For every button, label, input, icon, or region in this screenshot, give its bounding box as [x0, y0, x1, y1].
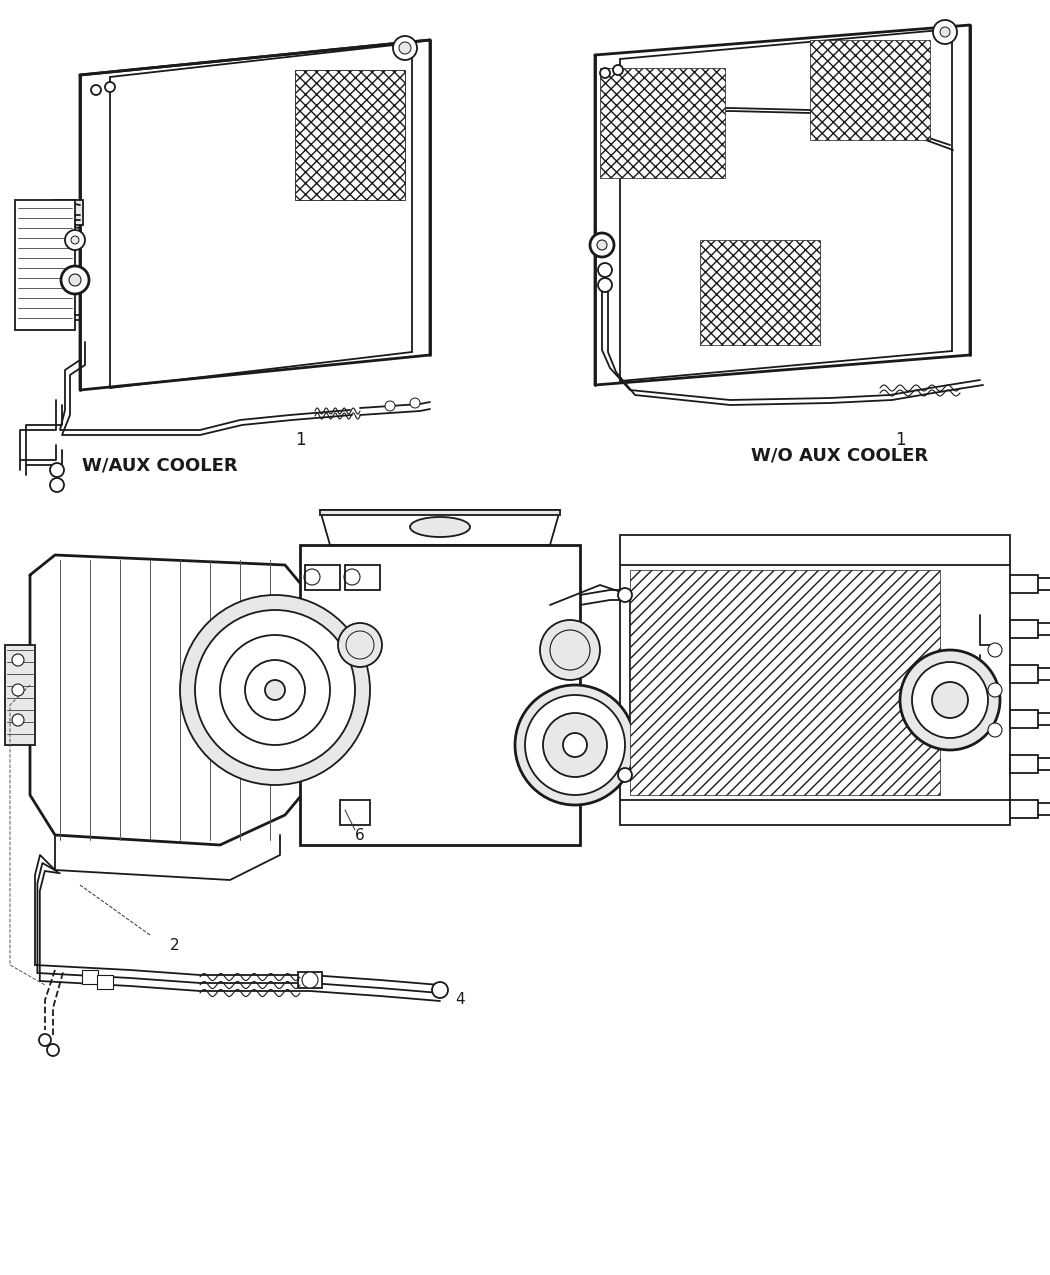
Bar: [295, 70, 405, 200]
Bar: [700, 240, 820, 346]
Bar: [1010, 620, 1038, 638]
Text: 1: 1: [895, 431, 905, 449]
Circle shape: [543, 713, 607, 776]
Circle shape: [410, 398, 420, 408]
Circle shape: [912, 662, 988, 738]
Circle shape: [302, 972, 318, 988]
Circle shape: [525, 695, 625, 796]
Circle shape: [195, 609, 355, 770]
Circle shape: [618, 588, 632, 602]
Circle shape: [71, 236, 79, 244]
Circle shape: [514, 685, 635, 805]
Circle shape: [933, 20, 957, 45]
Bar: [55, 200, 83, 224]
Bar: [15, 200, 75, 330]
Circle shape: [47, 1044, 59, 1056]
Circle shape: [988, 643, 1002, 657]
Circle shape: [932, 682, 968, 718]
Circle shape: [600, 68, 610, 78]
Circle shape: [618, 768, 632, 782]
Bar: [304, 565, 340, 590]
Circle shape: [91, 85, 101, 96]
Circle shape: [597, 240, 607, 250]
Bar: [298, 972, 322, 988]
Circle shape: [12, 683, 24, 696]
Circle shape: [988, 683, 1002, 697]
Circle shape: [50, 463, 64, 477]
Circle shape: [563, 733, 587, 757]
Circle shape: [598, 278, 612, 292]
Bar: [1010, 710, 1038, 728]
Bar: [620, 536, 1010, 825]
Circle shape: [590, 233, 614, 258]
Circle shape: [105, 82, 116, 92]
Circle shape: [598, 263, 612, 277]
Circle shape: [399, 42, 411, 54]
Bar: [1010, 799, 1038, 819]
Bar: [300, 544, 580, 845]
Circle shape: [940, 27, 950, 37]
Text: 4: 4: [456, 992, 465, 1007]
Bar: [5, 645, 35, 745]
Circle shape: [900, 650, 1000, 750]
Bar: [1010, 755, 1038, 773]
Circle shape: [39, 1034, 51, 1046]
Bar: [320, 510, 560, 515]
Text: 6: 6: [355, 827, 365, 843]
Ellipse shape: [410, 516, 470, 537]
Circle shape: [613, 65, 623, 75]
Circle shape: [988, 723, 1002, 737]
Text: 1: 1: [295, 431, 306, 449]
Circle shape: [432, 982, 448, 998]
Bar: [340, 799, 370, 825]
Text: W/AUX COOLER: W/AUX COOLER: [82, 456, 237, 474]
Bar: [97, 975, 113, 989]
Circle shape: [393, 36, 417, 60]
Circle shape: [69, 274, 81, 286]
Text: 2: 2: [170, 937, 180, 952]
Circle shape: [385, 402, 395, 411]
Circle shape: [180, 595, 370, 785]
Circle shape: [12, 714, 24, 725]
Text: W/O AUX COOLER: W/O AUX COOLER: [752, 446, 928, 464]
Bar: [1010, 575, 1038, 593]
Bar: [810, 40, 930, 140]
Bar: [630, 570, 940, 796]
Circle shape: [12, 654, 24, 666]
Bar: [345, 565, 380, 590]
Bar: [82, 970, 98, 984]
Circle shape: [265, 680, 285, 700]
Circle shape: [338, 623, 382, 667]
Circle shape: [540, 620, 600, 680]
Circle shape: [65, 230, 85, 250]
Bar: [600, 68, 724, 179]
Circle shape: [50, 478, 64, 492]
Bar: [1010, 666, 1038, 683]
Circle shape: [61, 266, 89, 295]
